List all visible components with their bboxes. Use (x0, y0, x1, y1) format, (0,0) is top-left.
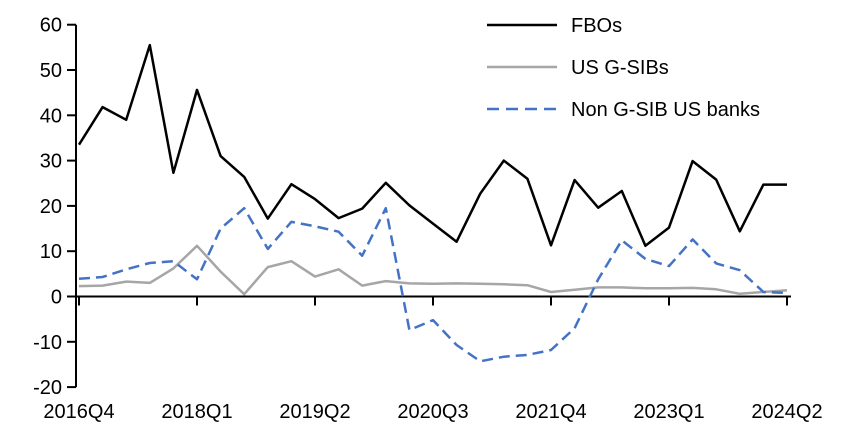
x-axis-tick-label: 2021Q4 (515, 401, 586, 423)
x-axis-tick-label: 2023Q1 (633, 401, 704, 423)
y-axis-tick-label: 40 (40, 105, 62, 127)
legend-item: FBOs (487, 15, 622, 37)
y-axis-tick-label: -10 (33, 332, 62, 354)
legend-item: Non G-SIB US banks (487, 99, 760, 121)
legend-item: US G-SIBs (487, 57, 669, 79)
x-axis-tick-label: 2016Q4 (43, 401, 114, 423)
x-axis-tick-label: 2020Q3 (397, 401, 468, 423)
series-line-non-g-sib-us-banks (78, 206, 788, 363)
x-axis-tick-label: 2018Q1 (161, 401, 232, 423)
legend-label: FBOs (571, 15, 622, 37)
series-lines (77, 43, 788, 363)
y-axis-tick-label: 10 (40, 241, 62, 263)
y-axis-tick-label: -20 (33, 377, 62, 399)
legend: FBOs US G-SIBs Non G-SIB US banks (487, 15, 760, 121)
y-axis-tick-label: 0 (51, 287, 62, 309)
legend-label: Non G-SIB US banks (571, 99, 760, 121)
x-axis-tick-label: 2019Q2 (279, 401, 350, 423)
legend-label: US G-SIBs (571, 57, 669, 79)
x-axis-tick-label: 2024Q2 (751, 401, 822, 423)
y-axis-tick-label: 60 (40, 15, 62, 37)
y-axis-tick-label: 50 (40, 60, 62, 82)
y-axis-tick-label: 20 (40, 196, 62, 218)
y-axis-tick-label: 30 (40, 151, 62, 173)
series-line-fbos (77, 43, 787, 248)
series-line-us-g-sibs (78, 244, 788, 296)
